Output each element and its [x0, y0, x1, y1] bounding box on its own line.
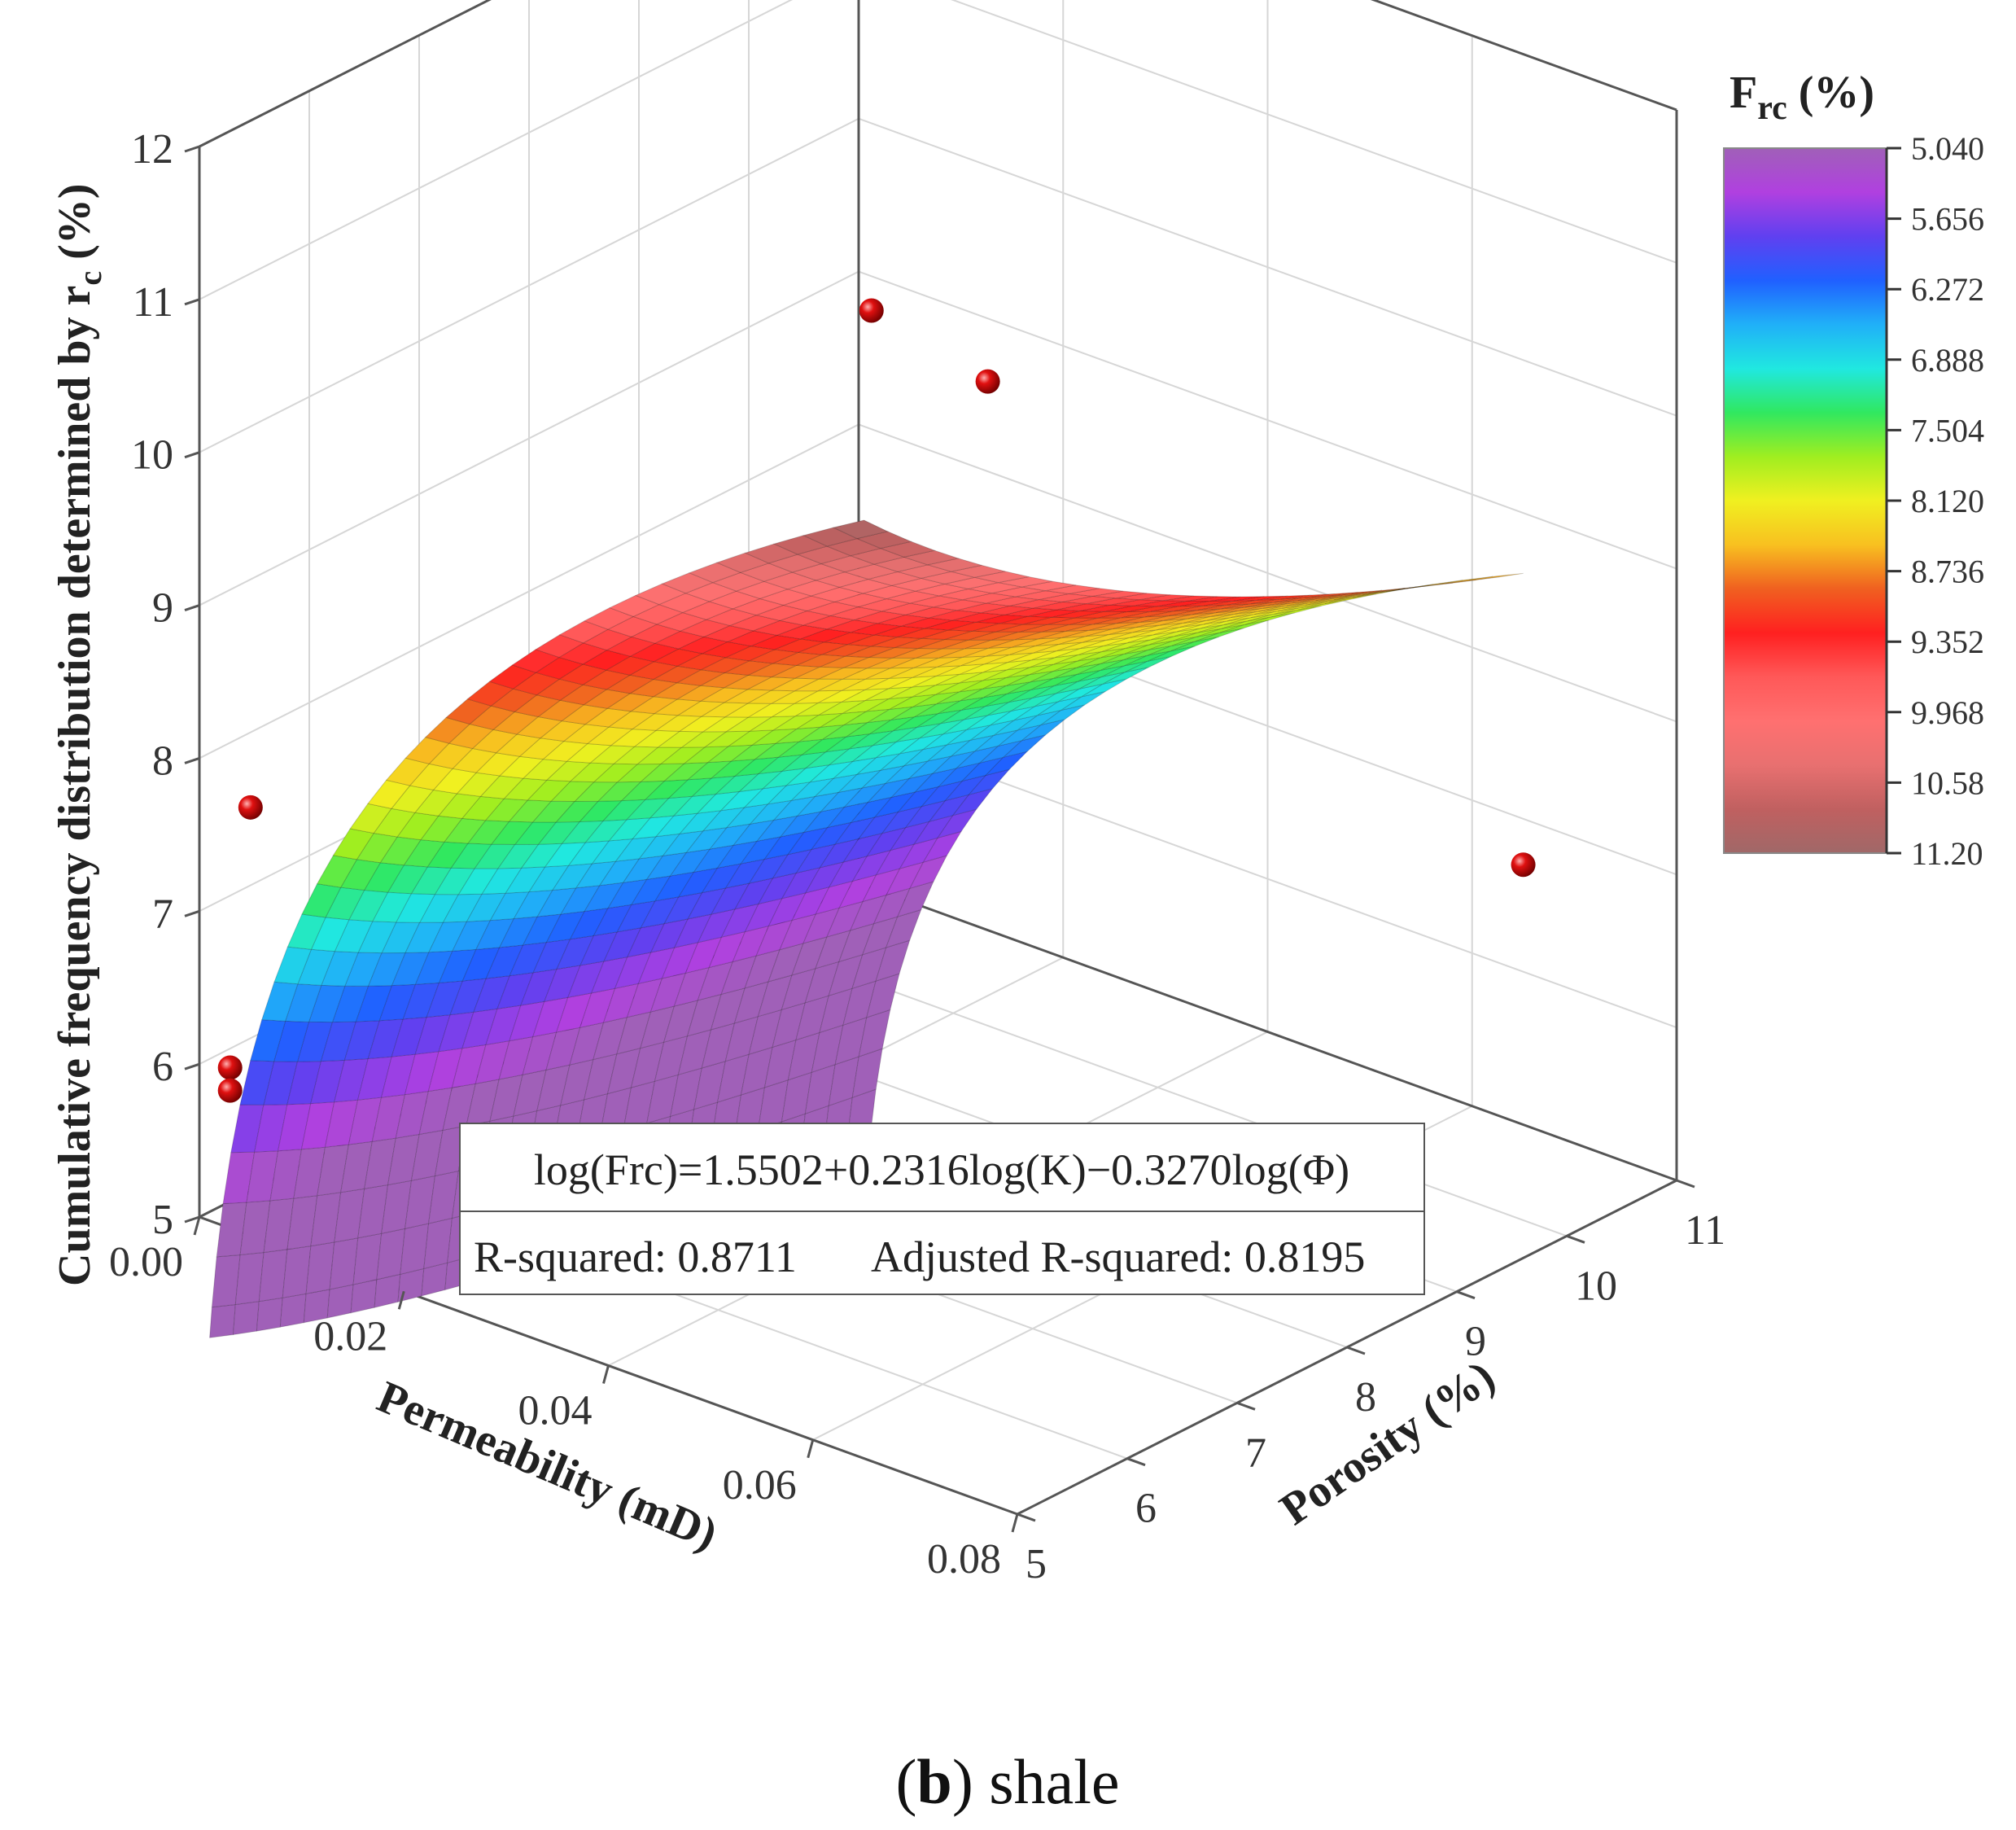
colorbar-tick-label: 5.656 [1911, 201, 1984, 238]
surface-facet [1163, 595, 1218, 602]
colorbar-tick-label: 7.504 [1911, 412, 1984, 449]
colorbar-tick-label: 10.58 [1911, 764, 1984, 801]
colorbar-title: Frc (%) [1730, 68, 1874, 127]
y-tick-mark [1566, 1234, 1585, 1244]
data-point [1511, 852, 1536, 878]
adjusted-r-squared: Adjusted R-squared: 0.8195 [871, 1232, 1365, 1281]
colorbar-tick-label: 9.352 [1911, 624, 1984, 660]
x-tick-label: 0.02 [313, 1313, 387, 1359]
surface-facet [902, 549, 960, 566]
y-tick-mark [1236, 1401, 1256, 1411]
y-tick-mark [1676, 1179, 1695, 1189]
axis-edge [1370, 0, 1677, 112]
data-point [859, 298, 884, 323]
x-tick-label: 0.06 [723, 1462, 797, 1508]
x-tick-mark [807, 1439, 815, 1459]
data-points [217, 298, 1536, 1103]
x-tick-label: 0.00 [109, 1239, 183, 1285]
z-axis-title: Cumulative frequency distribution determ… [50, 184, 108, 1286]
surface-facet [832, 519, 889, 540]
z-tick-label: 9 [152, 585, 173, 632]
figure-caption: (b) shale [895, 1746, 1119, 1817]
colorbar-tick-label: 8.120 [1911, 483, 1984, 519]
colorbar-tick-label: 11.20 [1911, 835, 1983, 872]
surface-facet [855, 531, 913, 549]
r-squared: R-squared: 0.8711 [474, 1232, 797, 1281]
z-tick-label: 12 [131, 126, 173, 173]
x-tick-label: 0.04 [518, 1388, 593, 1434]
z-tick-label: 5 [152, 1197, 173, 1243]
data-point [975, 369, 1000, 394]
surface-facet [232, 1301, 260, 1336]
z-tick-label: 10 [131, 432, 173, 479]
colorbar-tick-label: 6.888 [1911, 342, 1984, 379]
surface-facet [209, 1303, 236, 1338]
colorbar-tick-label: 8.736 [1911, 554, 1984, 590]
surface-facet [256, 1297, 283, 1332]
x-tick-mark [602, 1365, 610, 1384]
y-tick-label: 10 [1575, 1263, 1617, 1309]
x-tick-mark [1011, 1513, 1019, 1533]
data-point [217, 1078, 243, 1103]
y-tick-mark [1346, 1346, 1366, 1355]
colorbar-ticks: 5.040 5.656 6.272 6.888 7.504 8.120 8.736 9.352… [1887, 130, 1984, 872]
surface-facet [974, 571, 1030, 584]
z-tick-mark [184, 1215, 200, 1224]
x-tick-mark [193, 1216, 201, 1236]
z-tick-label: 7 [152, 891, 173, 937]
colorbar: Frc (%) 5.040 5.656 6.272 6.888 7.504 8.120 8.… [1723, 68, 1984, 872]
x-tick-mark [397, 1290, 405, 1310]
colorbar-tick-label: 6.272 [1911, 271, 1984, 308]
z-tick-label: 11 [133, 279, 173, 326]
surface-facet [279, 1293, 307, 1328]
y-tick-label: 11 [1685, 1207, 1725, 1254]
z-tick-mark [184, 757, 200, 764]
colorbar-tick-label: 9.968 [1911, 694, 1984, 731]
y-tick-mark [1456, 1290, 1476, 1300]
data-point [217, 1055, 243, 1080]
data-point [238, 795, 263, 820]
z-tick-label: 6 [152, 1044, 173, 1090]
axis-ticks: 5 6 7 8 9 10 11 12 0.00 0.02 0.04 0.06 0.08 5 6 7 8 9 10 11 [109, 126, 1725, 1587]
colorbar-tick-label: 5.040 [1911, 130, 1984, 167]
z-tick-mark [184, 145, 200, 153]
z-tick-mark [184, 604, 200, 611]
y-tick-label: 9 [1465, 1319, 1486, 1365]
surface-facet [1469, 572, 1524, 581]
x-tick-label: 0.08 [927, 1536, 1001, 1583]
y-tick-label: 7 [1245, 1429, 1266, 1476]
z-tick-mark [184, 909, 200, 917]
surface-facet [1092, 590, 1147, 599]
y-tick-mark [1126, 1457, 1146, 1467]
equation-box: log(Frc)=1.5502+0.2316log(K)−0.3270log(Φ… [459, 1123, 1425, 1295]
z-tick-label: 8 [152, 738, 173, 784]
y-tick-label: 5 [1025, 1541, 1047, 1587]
y-tick-mark [1017, 1513, 1036, 1522]
z-tick-mark [184, 298, 200, 306]
z-tick-mark [184, 1062, 200, 1070]
y-axis-title: Porosity (%) [1271, 1351, 1504, 1535]
z-tick-mark [184, 451, 200, 459]
y-tick-label: 6 [1135, 1486, 1157, 1532]
axis-edge [199, 0, 492, 148]
y-tick-label: 8 [1355, 1374, 1376, 1421]
colorbar-gradient [1723, 147, 1887, 854]
axis-edge [858, 882, 1677, 1182]
fit-equation: log(Frc)=1.5502+0.2316log(K)−0.3270log(Φ… [534, 1145, 1349, 1194]
